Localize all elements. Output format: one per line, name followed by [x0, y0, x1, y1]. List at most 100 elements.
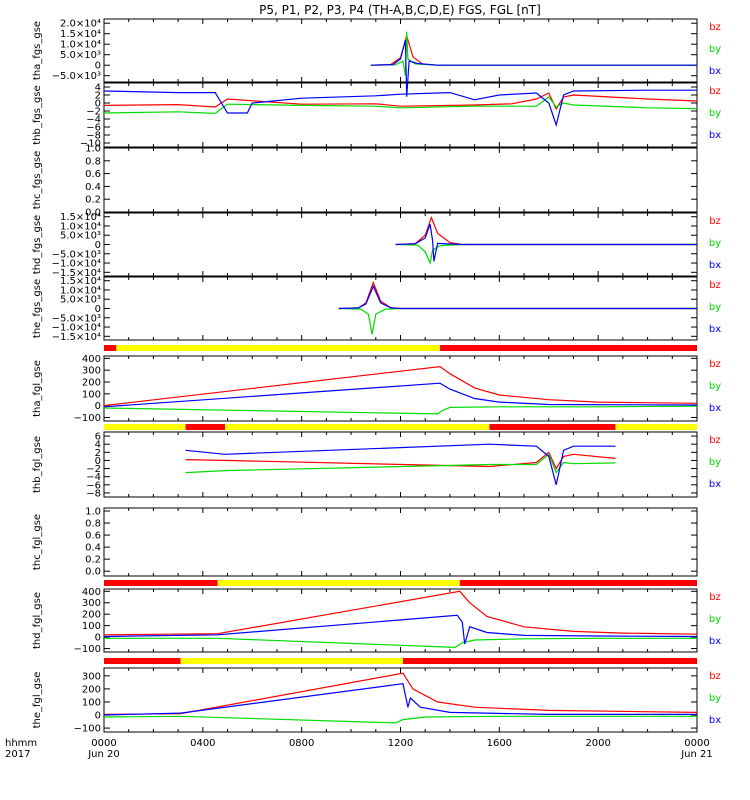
series-line-bx	[185, 443, 616, 485]
y-axis-label: thb_fgl_gse	[32, 436, 43, 493]
y-tick-label: 1.5×10⁴	[60, 276, 101, 287]
y-tick-label: 2	[95, 448, 101, 459]
y-tick-label: 200	[82, 378, 101, 389]
legend-entry-by: by	[709, 238, 721, 249]
y-tick-label: 300	[82, 598, 101, 609]
legend-entry-by: by	[709, 693, 721, 704]
y-tick-label: 0	[95, 240, 101, 251]
time-axis-row2-label: 2017	[5, 749, 30, 760]
time-tick-label: 2000	[585, 738, 610, 749]
series-line-bx	[370, 39, 697, 97]
y-tick-label: 1.0	[85, 507, 101, 518]
legend-entry-bz: bz	[709, 280, 721, 291]
mode-bar-segment	[402, 658, 697, 664]
y-tick-label: 100	[82, 621, 101, 632]
series-line-bz	[338, 280, 697, 310]
legend-entry-bx: bx	[709, 66, 721, 77]
series-line-bz	[395, 215, 697, 246]
y-tick-label: 1.5×10⁴	[60, 212, 101, 223]
y-tick-label: −4	[86, 472, 101, 483]
y-tick-label: −1.0×10⁴	[52, 323, 101, 334]
legend-entry-by: by	[709, 381, 721, 392]
legend-entry-bx: bx	[709, 479, 721, 490]
y-tick-label: 400	[82, 354, 101, 365]
y-tick-label: −8	[86, 488, 101, 499]
series-line-by	[103, 715, 697, 724]
series-line-bz	[185, 451, 616, 470]
time-tick-label: 1600	[487, 738, 512, 749]
legend-entry-bx: bx	[709, 403, 721, 414]
y-axis-label: the_fgs_gse	[32, 279, 43, 338]
series-line-by	[395, 243, 697, 265]
series-line-bx	[103, 614, 698, 645]
legend-entry-by: by	[709, 457, 721, 468]
panel-frame	[103, 667, 698, 733]
y-tick-label: 5.0×10³	[60, 50, 101, 61]
panel-frame	[103, 355, 698, 422]
y-tick-label: 0.2	[85, 555, 101, 566]
mode-bar-segment	[185, 424, 226, 430]
y-tick-label: −1.5×10⁴	[52, 268, 101, 279]
series-line-bx	[103, 382, 698, 408]
legend-entry-bz: bz	[709, 216, 721, 227]
y-tick-label: 0.2	[85, 195, 101, 206]
time-tick-label: 0400	[190, 738, 215, 749]
y-tick-label: −8	[86, 131, 101, 142]
y-tick-label: 5.0×10³	[60, 231, 101, 242]
y-tick-label: 0.4	[85, 543, 101, 554]
mode-bar-segment	[440, 345, 697, 351]
series-line-bx	[103, 683, 697, 716]
legend-entry-by: by	[709, 44, 721, 55]
y-tick-label: −4	[86, 115, 101, 126]
y-axis-label: thc_fgs_gse	[32, 151, 43, 210]
legend-entry-by: by	[709, 614, 721, 625]
panel-frame	[103, 18, 698, 83]
y-tick-label: −100	[74, 413, 101, 424]
y-tick-label: −5.0×10³	[52, 313, 101, 324]
time-tick-label: 0000	[91, 738, 116, 749]
mode-bar-segment	[615, 424, 697, 430]
legend-entry-bx: bx	[709, 130, 721, 141]
y-tick-label: 200	[82, 610, 101, 621]
y-tick-label: −5.0×10³	[52, 71, 101, 82]
y-tick-label: 0.6	[85, 531, 101, 542]
legend-entry-bx: bx	[709, 260, 721, 271]
time-tick-date: Jun 20	[87, 749, 120, 760]
y-tick-label: 0	[95, 304, 101, 315]
series-line-bx	[395, 223, 697, 262]
y-tick-label: 0	[95, 456, 101, 467]
series-line-bz	[103, 590, 698, 636]
y-axis-label: thd_fgl_gse	[32, 592, 43, 649]
y-tick-label: −5.0×10³	[52, 249, 101, 260]
y-tick-label: 1.0×10⁴	[60, 40, 101, 51]
y-tick-label: 1.0×10⁴	[60, 285, 101, 296]
series-line-bx	[103, 89, 697, 128]
y-tick-label: 0.8	[85, 519, 101, 530]
legend-entry-bz: bz	[709, 359, 721, 370]
y-tick-label: 0	[95, 61, 101, 72]
legend-entry-bx: bx	[709, 636, 721, 647]
y-tick-label: 0.4	[85, 182, 101, 193]
series-line-bz	[103, 365, 698, 407]
mode-bar-segment	[459, 580, 697, 586]
y-axis-label: thb_fgs_gse	[32, 85, 43, 144]
y-tick-label: 300	[82, 671, 101, 682]
y-tick-label: 4	[95, 83, 101, 94]
series-line-bz	[370, 33, 697, 66]
legend-entry-bz: bz	[709, 86, 721, 97]
y-tick-label: 6	[95, 432, 101, 443]
legend-entry-bx: bx	[709, 324, 721, 335]
time-tick-label: 1200	[388, 738, 413, 749]
mode-bar-segment	[489, 424, 616, 430]
series-line-by	[103, 405, 698, 415]
legend-entry-bz: bz	[709, 435, 721, 446]
series-line-by	[104, 637, 697, 649]
series-line-by	[370, 31, 697, 76]
mode-bar-segment	[116, 345, 441, 351]
y-tick-label: 100	[82, 697, 101, 708]
panel-frame	[103, 507, 698, 577]
y-tick-label: −6	[86, 123, 101, 134]
y-axis-label: tha_fgl_gse	[32, 360, 43, 417]
mode-bar-segment	[217, 580, 460, 586]
